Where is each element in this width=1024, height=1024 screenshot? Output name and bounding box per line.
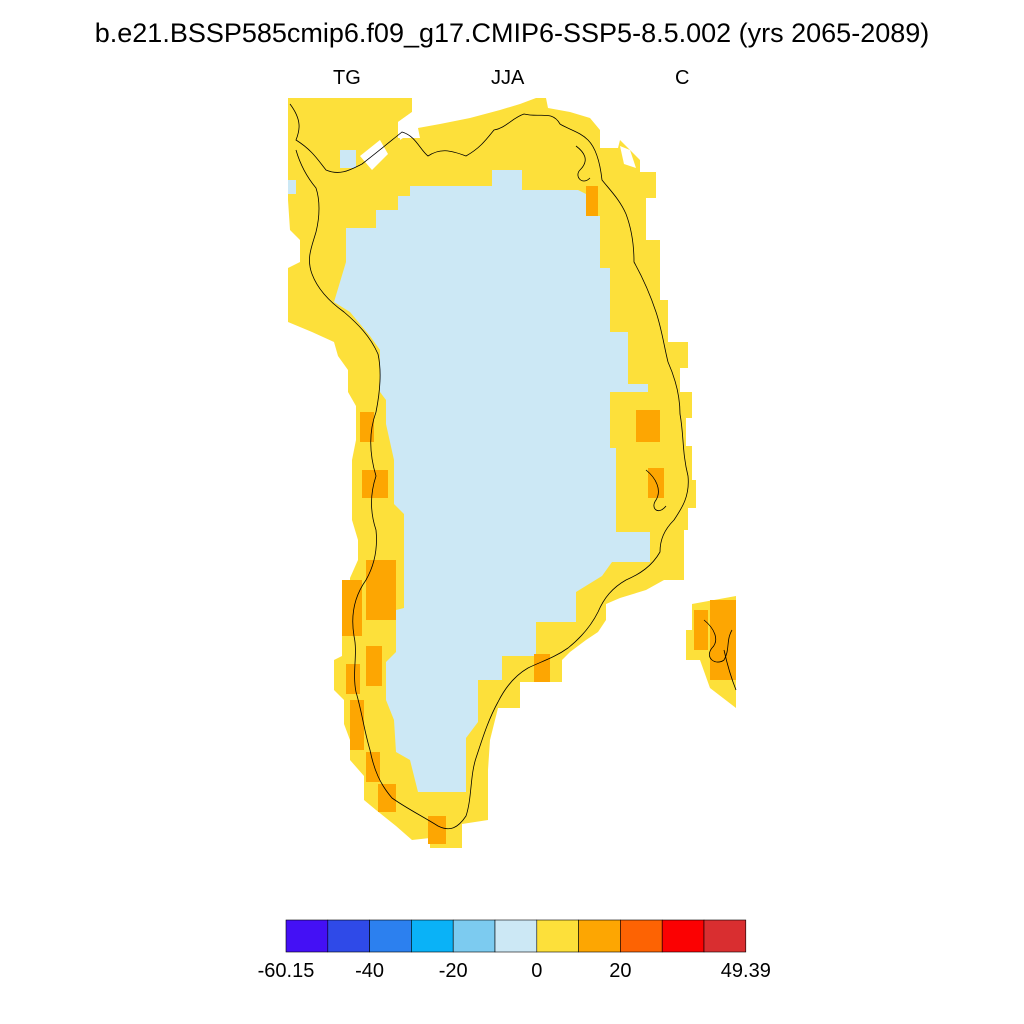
- colorbar-swatch: [536, 919, 579, 953]
- ice-sheet-region: [334, 170, 650, 792]
- coastline: [575, 145, 591, 182]
- coastline: [289, 103, 689, 830]
- colorbar-swatch: [411, 919, 454, 953]
- warm-cell: [362, 470, 388, 498]
- colorbar-swatch: [327, 919, 370, 953]
- warm-cell: [378, 784, 396, 812]
- warm-cell: [346, 664, 360, 694]
- colorbar-tick-label: -60.15: [257, 960, 315, 982]
- colorbar-swatch: [369, 919, 412, 953]
- warm-cell: [636, 410, 660, 442]
- colorbar-tick-label: 20: [609, 960, 632, 982]
- colorbar-tick-label: -40: [355, 960, 385, 982]
- warm-cell: [366, 752, 380, 782]
- sea-patch-nw: [340, 150, 356, 168]
- warm-cell: [360, 412, 374, 442]
- sea-gap-n: [398, 112, 418, 140]
- season-label: JJA: [491, 67, 525, 89]
- colorbar-swatch: [703, 919, 747, 953]
- colorbar-swatch: [620, 919, 663, 953]
- warm-cell: [710, 600, 736, 680]
- colorbar-swatch: [452, 919, 496, 953]
- warm-cell: [534, 654, 550, 682]
- warm-cell: [586, 186, 598, 216]
- colorbar-tick-label: -20: [438, 960, 468, 982]
- coastline: [723, 649, 737, 691]
- colorbar-tick-label: 49.39: [720, 960, 771, 982]
- colorbar-swatch: [285, 919, 329, 953]
- colorbar-swatch: [494, 919, 538, 953]
- colorbar-swatch: [578, 919, 621, 953]
- units-label: C: [675, 67, 690, 89]
- colorbar-tick-label: 0: [531, 960, 543, 982]
- variable-label: TG: [333, 67, 361, 89]
- warm-cell: [342, 580, 362, 636]
- sea-gap-ne: [620, 146, 636, 168]
- plot-title: b.e21.BSSP585cmip6.f09_g17.CMIP6-SSP5-8.…: [94, 18, 930, 48]
- sea-patch-w: [288, 180, 296, 194]
- coastline: [703, 619, 733, 663]
- warm-cell: [366, 646, 382, 686]
- coastline: [645, 469, 667, 512]
- warm-cell: [350, 700, 364, 750]
- colorbar-swatch: [661, 919, 705, 953]
